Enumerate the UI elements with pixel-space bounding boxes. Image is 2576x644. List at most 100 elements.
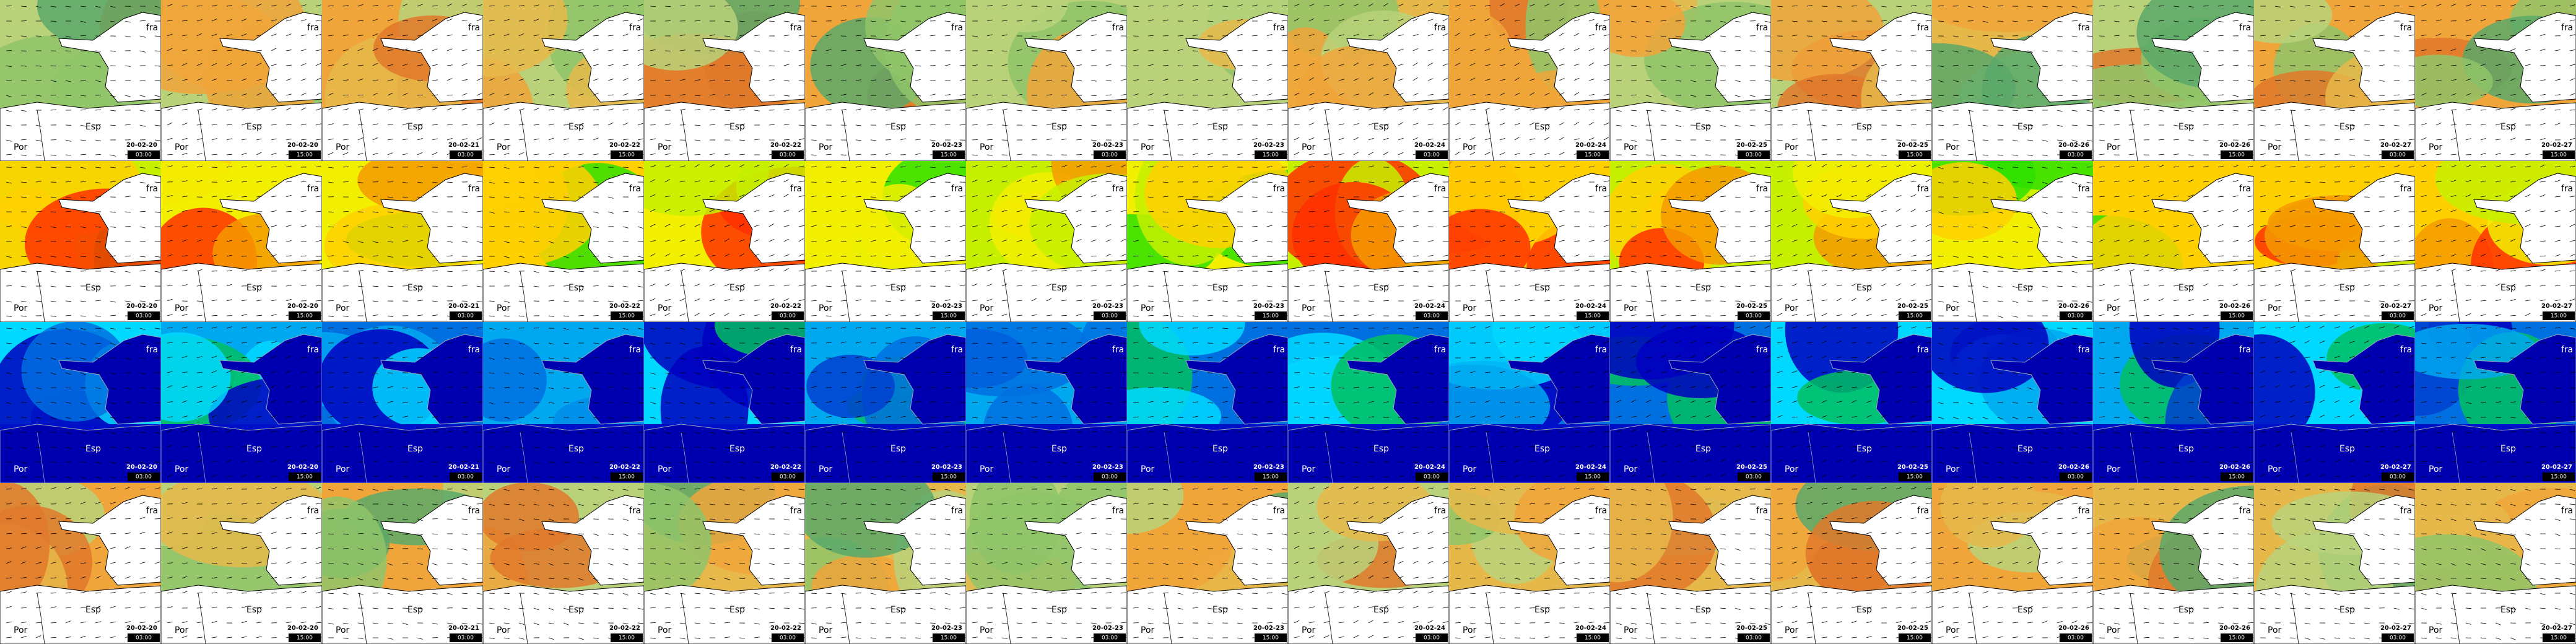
wind-arrow xyxy=(2099,196,2105,198)
wind-arrow xyxy=(372,271,378,272)
wind-arrow xyxy=(300,401,307,403)
wind-arrow xyxy=(226,63,232,66)
wind-arrow xyxy=(1251,240,1258,242)
wind-arrow xyxy=(226,138,232,141)
wind-arrow xyxy=(1323,195,1329,198)
wind-arrow xyxy=(2319,181,2326,183)
wind-arrow xyxy=(503,64,510,66)
wind-arrow xyxy=(315,92,321,96)
wind-arrow xyxy=(1222,196,1228,198)
wind-arrow xyxy=(489,196,495,198)
wind-arrow xyxy=(503,241,510,243)
wind-arrow xyxy=(1836,238,1842,242)
wind-arrow xyxy=(2012,64,2018,66)
wind-arrow xyxy=(80,181,86,183)
wind-arrow xyxy=(241,474,247,477)
wind-arrow xyxy=(328,152,334,155)
wind-arrow xyxy=(2334,225,2340,227)
wind-arrow xyxy=(1836,284,1842,287)
wind-arrow xyxy=(825,285,832,287)
wind-arrow xyxy=(489,139,495,141)
wind-arrow xyxy=(80,300,86,302)
wind-arrow xyxy=(1162,271,1168,272)
wind-arrow xyxy=(783,179,790,183)
wind-arrow xyxy=(754,269,760,272)
country-label: fra xyxy=(790,184,802,194)
wind-arrow xyxy=(1514,211,1520,212)
wind-arrow xyxy=(432,357,438,359)
wind-arrow xyxy=(1455,314,1461,316)
wind-arrow xyxy=(65,256,71,258)
wind-arrow xyxy=(256,445,262,448)
wind-arrow xyxy=(110,328,116,330)
wind-arrow xyxy=(2465,211,2472,212)
border xyxy=(2130,271,2138,322)
wind-arrow xyxy=(139,35,146,38)
wind-arrow xyxy=(1412,18,1419,22)
wind-arrow xyxy=(1573,63,1580,66)
wind-arrow xyxy=(80,357,86,360)
wind-arrow xyxy=(1076,224,1082,227)
wind-arrow xyxy=(2480,225,2486,227)
wind-arrow xyxy=(2128,284,2134,287)
wind-arrow xyxy=(271,254,277,257)
wind-arrow xyxy=(20,110,27,112)
wind-arrow xyxy=(328,138,334,141)
wind-arrow xyxy=(637,109,643,111)
wind-arrow xyxy=(2334,195,2340,198)
wind-arrow xyxy=(1720,110,1726,112)
wind-arrow xyxy=(754,432,760,433)
wind-arrow xyxy=(1266,50,1273,51)
wind-arrow xyxy=(593,137,599,141)
wind-arrow xyxy=(1001,224,1007,227)
wind-arrow xyxy=(285,430,292,433)
wind-arrow xyxy=(1383,3,1388,7)
wind-arrow xyxy=(2480,33,2486,37)
wind-arrow xyxy=(1368,49,1374,51)
wind-arrow xyxy=(1645,181,1651,183)
wind-arrow xyxy=(607,211,614,214)
wind-arrow xyxy=(563,271,569,273)
wind-arrow xyxy=(35,196,41,198)
wind-arrow xyxy=(1616,35,1622,38)
country-label: Esp xyxy=(1856,283,1872,293)
wind-arrow xyxy=(80,6,86,7)
wind-arrow xyxy=(578,123,584,126)
wind-arrow xyxy=(357,300,363,302)
wind-arrow xyxy=(2421,269,2427,272)
wind-arrow xyxy=(2173,285,2179,287)
wind-arrow xyxy=(593,432,599,433)
wind-arrow xyxy=(1469,240,1476,242)
wind-arrow xyxy=(372,314,378,316)
wind-arrow xyxy=(2173,180,2179,183)
wind-arrow xyxy=(1338,34,1344,37)
wind-arrow xyxy=(1323,256,1330,258)
wind-arrow xyxy=(1616,110,1622,112)
wind-arrow xyxy=(2274,154,2281,155)
wind-arrow xyxy=(1001,165,1007,168)
wind-arrow xyxy=(650,124,656,126)
wind-arrow xyxy=(2071,124,2078,126)
wind-arrow xyxy=(2071,95,2078,97)
wind-arrow xyxy=(6,95,12,97)
wind-arrow xyxy=(1076,124,1082,126)
wind-arrow xyxy=(1469,33,1476,37)
country-label: Por xyxy=(1141,303,1155,313)
country-label: fra xyxy=(146,23,158,33)
wind-arrow xyxy=(461,79,468,81)
wind-arrow xyxy=(1529,4,1535,7)
wind-arrow xyxy=(783,20,790,22)
wind-arrow xyxy=(2042,196,2048,198)
wind-arrow xyxy=(402,285,409,287)
wind-arrow xyxy=(2510,137,2516,141)
wind-arrow xyxy=(578,446,584,449)
wind-arrow xyxy=(1645,20,1651,23)
wind-arrow xyxy=(986,209,993,212)
wind-arrow xyxy=(2304,239,2310,242)
wind-arrow xyxy=(1720,196,1726,198)
wind-arrow xyxy=(256,79,262,81)
wind-arrow xyxy=(1001,64,1007,66)
wind-arrow xyxy=(1630,240,1637,242)
wind-arrow xyxy=(20,139,27,141)
